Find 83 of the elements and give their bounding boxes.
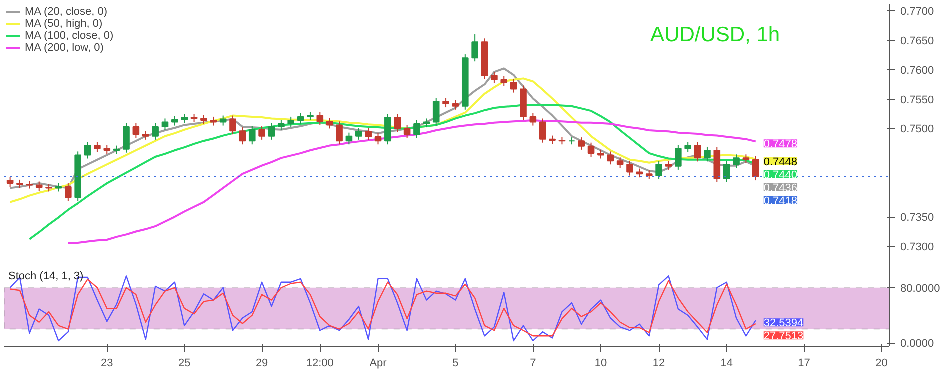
legend-label: MA (50, high, 0) (25, 18, 103, 30)
candlestick (355, 128, 362, 140)
x-tick-label: 20 (876, 358, 888, 370)
candlestick (84, 142, 92, 160)
x-tick-label: 14 (720, 358, 733, 370)
candlestick (384, 114, 392, 146)
legend-label: MA (100, close, 0) (25, 30, 114, 42)
x-tick-label: Apr (370, 358, 388, 370)
candlestick (132, 122, 140, 139)
legend-label: MA (20, close, 0) (25, 6, 108, 18)
x-tick-label: 29 (256, 358, 268, 370)
candlestick (394, 114, 402, 133)
candlestick (491, 72, 498, 84)
candlestick (220, 115, 227, 126)
candlestick (452, 100, 460, 110)
candlestick (432, 98, 440, 126)
y-tick-label: 0.7500 (900, 124, 934, 136)
candlestick (268, 122, 276, 140)
candlestick (288, 116, 295, 128)
y-tick-label: 0.7350 (900, 212, 934, 224)
x-tick-label: 25 (178, 358, 191, 370)
data-label: 0.7436 (764, 182, 798, 194)
candlestick (414, 120, 420, 139)
candlestick (172, 116, 178, 126)
candlestick (336, 121, 343, 146)
candlestick (365, 128, 372, 142)
candlestick (65, 182, 72, 202)
candlestick (278, 120, 285, 131)
legend-label: MA (200, low, 0) (25, 42, 104, 54)
candlestick (675, 144, 682, 170)
x-tick-label: 10 (594, 358, 608, 370)
y-tick-label: 0.0000 (900, 338, 934, 350)
candlestick (530, 112, 537, 126)
candlestick (723, 160, 730, 183)
candlestick (684, 142, 692, 153)
candlestick (230, 115, 236, 136)
candlestick (472, 34, 478, 62)
candlestick (326, 118, 334, 130)
candlestick (510, 78, 518, 94)
x-tick-label: 17 (798, 358, 810, 370)
candlestick (404, 124, 411, 139)
candlestick (316, 112, 324, 126)
candlestick (346, 132, 353, 146)
candlestick (733, 154, 740, 169)
candlestick (442, 98, 450, 108)
y-tick-label: 0.7700 (900, 6, 934, 18)
candlestick (248, 126, 256, 146)
candlestick (297, 112, 304, 125)
candlestick (694, 142, 702, 162)
x-tick-label: 5 (452, 358, 459, 370)
candlestick (258, 126, 266, 140)
candlestick (123, 122, 130, 154)
candlestick (36, 181, 43, 192)
candlestick (578, 137, 585, 150)
candlestick (752, 156, 760, 182)
candlestick (616, 157, 624, 169)
candlestick (162, 118, 169, 131)
ref-line-label: 0.7418 (764, 195, 798, 208)
candlestick (181, 114, 188, 124)
y-tick-label: 0.7650 (900, 35, 934, 48)
candlestick (588, 142, 595, 158)
candlestick (539, 118, 546, 144)
text: AUD/USD, 1h (650, 23, 780, 46)
candlestick (374, 132, 382, 146)
candlestick (626, 160, 634, 176)
candlestick (94, 142, 101, 153)
x-tick-label: 12:00 (306, 358, 334, 370)
candlestick (656, 160, 662, 180)
y-tick-label: 80.0000 (900, 282, 940, 295)
y-tick-label: 0.7600 (900, 64, 934, 77)
candlestick (152, 122, 159, 140)
y-tick-label: 0.7550 (900, 94, 934, 106)
candlestick (239, 127, 246, 146)
candlestick (607, 151, 614, 166)
x-tick-label: 7 (530, 358, 536, 370)
x-tick-label: 12 (652, 358, 666, 370)
data-label: 0.7448 (764, 156, 798, 168)
y-tick-label: 0.7300 (900, 241, 934, 254)
candlestick (6, 176, 14, 188)
candlestick (500, 76, 508, 87)
candlestick (704, 146, 711, 162)
data-label: 0.7440 (764, 169, 798, 182)
x-tick-label: 23 (101, 358, 114, 370)
